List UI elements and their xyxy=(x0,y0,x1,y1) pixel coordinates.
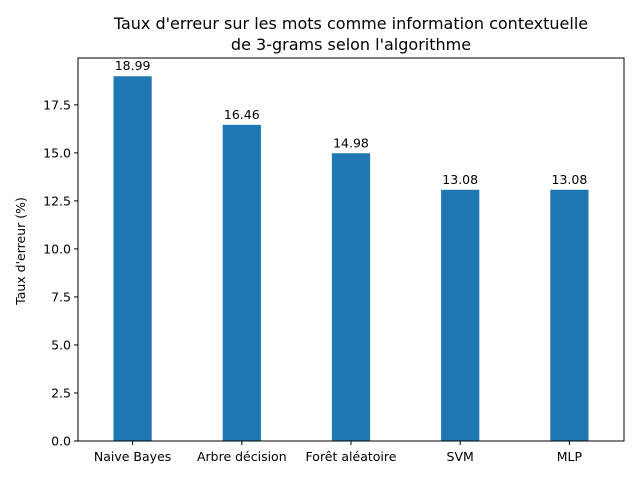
x-tick-label-1: Arbre décision xyxy=(197,449,287,464)
bar-4 xyxy=(550,189,589,441)
chart-title-line-1: Taux d'erreur sur les mots comme informa… xyxy=(113,14,588,33)
bar-2 xyxy=(331,153,371,441)
data-label-4: 13.08 xyxy=(552,172,588,187)
data-label-3: 13.08 xyxy=(442,172,478,187)
data-label-1: 16.46 xyxy=(224,107,260,122)
y-axis-label: Taux d'erreur (%) xyxy=(13,197,28,306)
y-tick-label-3: 7.5 xyxy=(51,289,71,304)
x-tick-label-2: Forêt aléatoire xyxy=(306,449,397,464)
x-tick-label-3: SVM xyxy=(447,449,474,464)
x-axis-ticks: Naive Bayes Arbre décision Forêt aléatoire… xyxy=(94,441,583,464)
y-tick-label-0: 0.0 xyxy=(51,434,71,449)
y-tick-label-2: 5.0 xyxy=(51,337,71,352)
y-tick-label-6: 15.0 xyxy=(43,145,71,160)
y-axis-ticks: 0.0 2.5 5.0 7.5 10.0 12.5 15.0 17.5 xyxy=(43,97,78,449)
chart-title-line-2: de 3-grams selon l'algorithme xyxy=(231,35,471,54)
data-labels-group: 18.99 16.46 14.98 13.08 13.08 xyxy=(115,58,588,187)
y-tick-label-1: 2.5 xyxy=(51,385,71,400)
bars-group xyxy=(113,76,589,441)
y-tick-label-5: 12.5 xyxy=(43,193,71,208)
data-label-2: 14.98 xyxy=(333,135,369,150)
plot-frame xyxy=(77,57,625,442)
bar-0 xyxy=(113,76,152,441)
y-tick-label-4: 10.0 xyxy=(43,241,71,256)
data-label-0: 18.99 xyxy=(115,58,151,73)
x-tick-label-0: Naive Bayes xyxy=(94,449,171,464)
bar-1 xyxy=(222,124,261,441)
x-tick-label-4: MLP xyxy=(557,449,583,464)
bar-3 xyxy=(441,189,480,441)
y-tick-label-7: 17.5 xyxy=(43,97,71,112)
